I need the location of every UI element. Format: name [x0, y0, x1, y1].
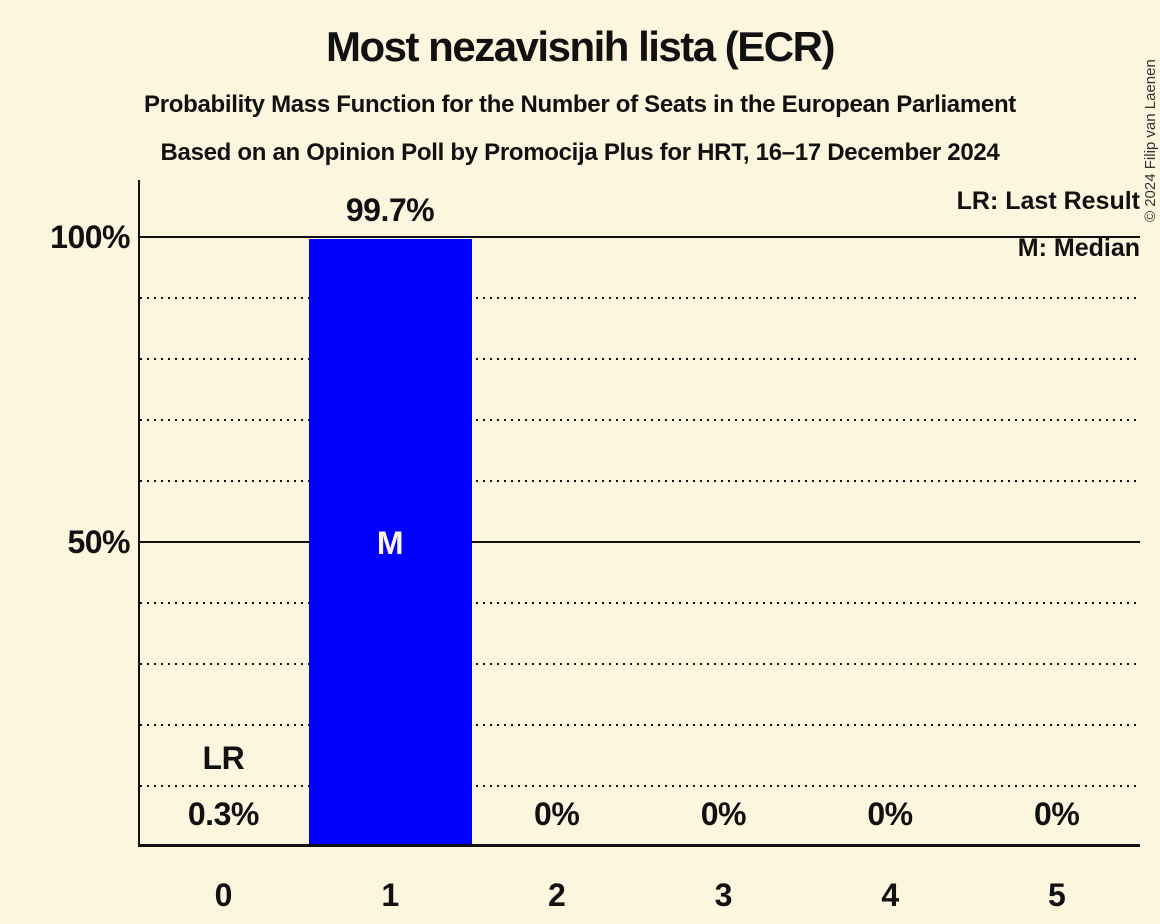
chart-subtitle: Probability Mass Function for the Number… — [143, 91, 1016, 118]
x-axis-line — [138, 844, 1140, 847]
gridline-dotted — [140, 480, 1140, 482]
x-tick-label: 5 — [1048, 877, 1066, 913]
value-label: 0% — [1034, 796, 1080, 832]
plot-area: 100% 50% 0 0.3% LR 1 99.7% M 2 0% 3 0% 4 0% 5 0% — [50, 180, 1140, 911]
median-marker: M — [376, 524, 404, 561]
value-label: 0% — [867, 796, 913, 832]
value-label: 0% — [700, 796, 747, 832]
gridline-solid — [140, 236, 1140, 238]
value-label: 99.7% — [345, 191, 435, 228]
gridline-dotted — [140, 297, 1140, 299]
y-axis-line — [138, 180, 140, 847]
x-tick-label: 4 — [881, 877, 899, 913]
last-result-marker: LR — [202, 740, 245, 776]
value-label: 0% — [534, 796, 580, 832]
chart-title: Most nezavisnih lista (ECR) — [326, 23, 835, 70]
gridline-dotted — [140, 419, 1140, 421]
copyright-notice: © 2024 Filip van Laenen — [1142, 59, 1159, 222]
legend-median: M: Median — [1017, 234, 1140, 262]
y-tick-label: 100% — [50, 219, 130, 255]
chart-source-line: Based on an Opinion Poll by Promocija Pl… — [160, 139, 1000, 166]
gridline-dotted — [140, 358, 1140, 360]
legend-last-result: LR: Last Result — [956, 187, 1140, 215]
x-tick-label: 0 — [214, 877, 233, 913]
x-tick-label: 1 — [381, 877, 399, 913]
x-tick-label: 3 — [714, 877, 733, 913]
gridline-dotted — [140, 785, 1140, 787]
y-tick-label: 50% — [67, 524, 130, 560]
gridline-solid — [140, 541, 1140, 543]
value-label: 0.3% — [187, 796, 259, 832]
gridline-dotted — [140, 663, 1140, 665]
gridline-dotted — [140, 724, 1140, 726]
gridline-dotted — [140, 602, 1140, 604]
x-tick-label: 2 — [548, 877, 566, 913]
probability-bar — [308, 238, 472, 847]
